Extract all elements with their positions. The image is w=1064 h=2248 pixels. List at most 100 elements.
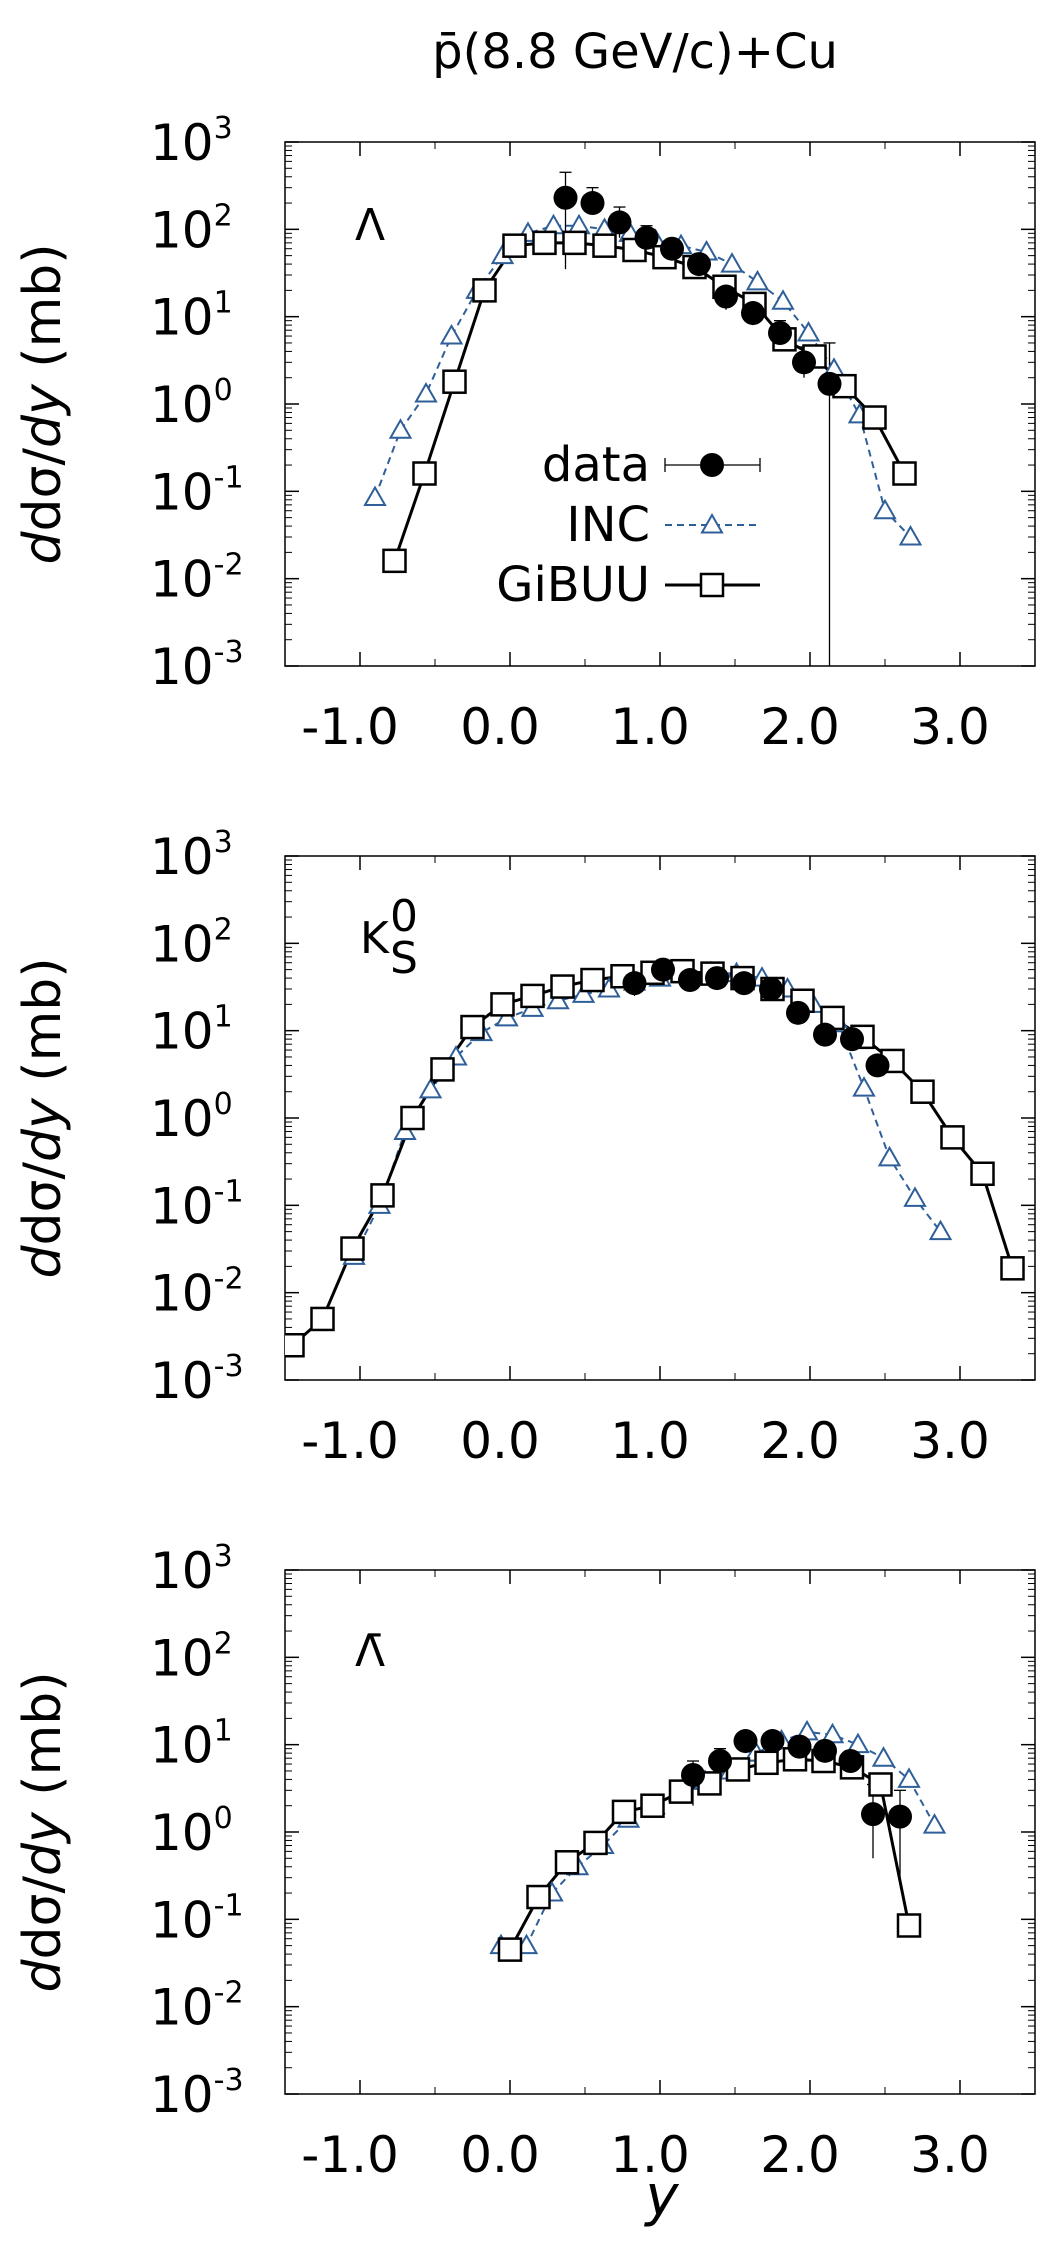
point-gibuu-p2-22 [910, 1079, 935, 1104]
point-gibuu-p1-5 [502, 233, 527, 258]
point-gibuu-p1-17 [862, 405, 887, 430]
point-data-p2-3 [678, 968, 702, 993]
y-axis-label: ddσ/dy (mb) [13, 1671, 73, 1992]
point-inc-p1-17 [771, 289, 795, 310]
point-gibuu-p2-2 [310, 1306, 335, 1332]
panel-3: 103 102 101 100 10-1 10-2 10-3 -1.0 0.0 1.0 2.0 3.0… [13, 1539, 1036, 2184]
y-tick-label: 10-2 [150, 1262, 244, 1323]
x-tick-label: 3.0 [910, 698, 990, 756]
y-tick-label: 101 [150, 1714, 233, 1775]
point-gibuu-p2-23 [940, 1125, 965, 1150]
point-data-p1-1 [553, 185, 578, 210]
point-data-p2-9 [840, 1027, 864, 1052]
point-data-p3-8 [861, 1802, 885, 1827]
panel-2: 103 102 101 100 10-1 10-2 10-3 -1.0 0.0 1.0 2.0 3.0… [13, 825, 1036, 1470]
point-data-p1-3 [607, 210, 632, 235]
point-gibuu-p1-2 [412, 461, 437, 486]
panel-1: 103 102 101 100 10-1 10-2 10-3 -1.0 0.0 1.0 2.0 3.0… [13, 111, 1036, 756]
x-tick-label: 0.0 [460, 698, 540, 756]
x-tick-label: 1.0 [610, 1412, 690, 1470]
legend-label-data: data [542, 437, 650, 493]
x-tick-label: 1.0 [610, 698, 690, 756]
point-inc-p2-23 [903, 1186, 927, 1207]
y-tick-label: 10-3 [150, 2063, 244, 2124]
point-gibuu-p2-7 [460, 1014, 485, 1040]
point-data-p3-3 [733, 1729, 758, 1754]
point-inc-p1-16 [745, 269, 770, 291]
point-gibuu-p3-5 [611, 1799, 637, 1825]
plot-area [363, 171, 923, 666]
point-inc-p1-15 [720, 252, 744, 273]
point-data-p2-6 [759, 976, 783, 1001]
point-gibuu-p1-7 [562, 230, 587, 256]
x-tick-label: -1.0 [301, 2126, 399, 2184]
point-inc-p3-16 [871, 1746, 896, 1767]
point-inc-p2-9 [546, 988, 570, 1010]
point-gibuu-p2-4 [370, 1183, 395, 1208]
point-data-p1-4 [634, 225, 659, 250]
y-tick-label: 102 [150, 1626, 233, 1687]
point-data-p2-2 [651, 957, 675, 982]
point-gibuu-p3-7 [668, 1779, 694, 1804]
point-gibuu-p3-2 [526, 1884, 551, 1910]
point-gibuu-p1-6 [532, 230, 557, 256]
point-inc-p2-7 [495, 1005, 519, 1027]
point-data-p2-1 [622, 971, 647, 996]
y-tick-label: 10-3 [150, 635, 244, 696]
x-tick-label: 1.0 [610, 2126, 690, 2184]
point-gibuu-p1-18 [892, 461, 917, 486]
point-data-p1-6 [687, 252, 711, 277]
figure-title: p̄(8.8 GeV/c)+Cu [432, 24, 838, 80]
point-inc-p1-22 [898, 524, 923, 546]
y-tick-label: 100 [150, 373, 233, 434]
legend-marker-gibuu [699, 572, 725, 598]
point-gibuu-p3-14 [868, 1772, 893, 1797]
point-gibuu-p2-11 [580, 967, 605, 993]
point-gibuu-p2-5 [400, 1105, 425, 1131]
point-gibuu-p2-24 [970, 1161, 995, 1186]
point-gibuu-p3-1 [497, 1937, 523, 1962]
point-data-p1-5 [660, 236, 684, 261]
series-line-gibuu [291, 969, 1014, 1347]
point-data-p1-9 [768, 321, 792, 346]
point-data-p2-10 [865, 1053, 890, 1078]
point-data-p1-11 [817, 371, 842, 396]
particle-label: Λ [355, 200, 385, 251]
x-tick-label: 3.0 [910, 1412, 990, 1470]
y-tick-label: 10-2 [150, 1976, 244, 2037]
particle-subscript: S [390, 933, 418, 984]
point-gibuu-p3-15 [896, 1913, 922, 1938]
point-inc-p1-8 [541, 213, 566, 235]
point-gibuu-p3-4 [583, 1830, 608, 1856]
point-data-p1-2 [580, 191, 605, 216]
point-data-p3-2 [708, 1749, 732, 1774]
point-data-p3-1 [681, 1762, 705, 1787]
particle-label: Λ̄ [355, 1626, 385, 1677]
y-axis-label: ddσ/dy (mb) [13, 243, 73, 564]
point-inc-p1-3 [414, 382, 438, 403]
point-gibuu-p3-10 [754, 1750, 779, 1776]
point-gibuu-p1-3 [442, 369, 467, 394]
point-inc-p1-18 [796, 320, 821, 342]
point-data-p3-4 [760, 1729, 785, 1754]
legend-marker-inc [700, 512, 724, 534]
y-tick-label: 101 [150, 1000, 233, 1061]
point-inc-p1-1 [363, 485, 387, 506]
point-gibuu-p2-1 [285, 1332, 305, 1358]
legend-label-gibuu: GiBUU [496, 557, 650, 613]
x-tick-label: 0.0 [460, 1412, 540, 1470]
plot-area [489, 1719, 947, 1962]
x-tick-label: -1.0 [301, 1412, 399, 1470]
point-inc-p2-24 [928, 1219, 953, 1241]
y-tick-label: 10-2 [150, 548, 244, 609]
point-gibuu-p1-8 [592, 233, 617, 258]
point-inc-p1-4 [439, 324, 464, 345]
point-data-p3-9 [888, 1804, 912, 1829]
point-inc-p1-21 [873, 498, 897, 520]
point-gibuu-p2-10 [550, 974, 575, 999]
y-tick-label: 100 [150, 1801, 233, 1862]
point-gibuu-p1-1 [382, 548, 407, 574]
y-tick-label: 101 [150, 286, 233, 347]
